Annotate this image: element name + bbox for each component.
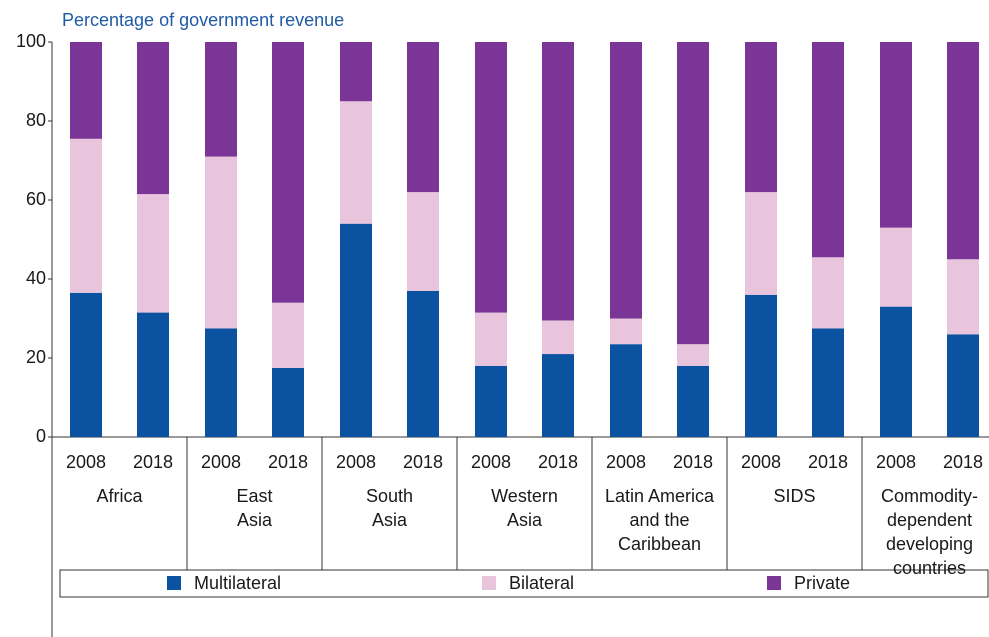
x-tick-label: 2008 (876, 452, 916, 472)
bar-segment (745, 192, 777, 295)
group-label: Latin America (605, 486, 715, 506)
bar-segment (947, 334, 979, 437)
bar-segment (407, 290, 439, 437)
y-tick-label: 20 (26, 347, 46, 367)
bar-segment (407, 192, 439, 291)
legend-swatch (767, 576, 781, 590)
y-tick-label: 0 (36, 426, 46, 446)
bar-segment (677, 365, 709, 437)
y-tick-label: 80 (26, 110, 46, 130)
bar-segment (745, 42, 777, 193)
legend-label: Private (794, 573, 850, 593)
x-tick-label: 2018 (808, 452, 848, 472)
bar-segment (272, 42, 304, 303)
x-tick-label: 2008 (606, 452, 646, 472)
x-tick-label: 2018 (943, 452, 983, 472)
x-tick-label: 2018 (403, 452, 443, 472)
x-tick-label: 2018 (133, 452, 173, 472)
bar-segment (812, 328, 844, 437)
bar-segment (272, 302, 304, 368)
group-label: dependent (887, 510, 972, 530)
bar-segment (475, 365, 507, 437)
x-tick-label: 2008 (741, 452, 781, 472)
chart-title: Percentage of government revenue (62, 10, 344, 30)
bar-segment (475, 312, 507, 366)
bar-segment (677, 344, 709, 366)
bar-segment (205, 42, 237, 157)
group-label: Asia (237, 510, 273, 530)
bar-segment (272, 367, 304, 437)
legend-box (59, 569, 989, 598)
bar-segment (880, 227, 912, 307)
bar-segment (340, 223, 372, 437)
bar-segment (70, 292, 102, 437)
x-tick-label: 2008 (336, 452, 376, 472)
bar-segment (137, 194, 169, 313)
bar-segment (947, 259, 979, 335)
bar-segment (610, 318, 642, 345)
x-tick-label: 2008 (66, 452, 106, 472)
bar-segment (812, 257, 844, 329)
group-label: Asia (372, 510, 408, 530)
group-label: SIDS (773, 486, 815, 506)
group-label: Caribbean (618, 534, 701, 554)
x-tick-label: 2008 (471, 452, 511, 472)
bar-segment (812, 42, 844, 258)
legend-label: Bilateral (509, 573, 574, 593)
group-label: Africa (96, 486, 143, 506)
bar-segment (137, 42, 169, 195)
bar-segment (880, 306, 912, 437)
x-tick-label: 2008 (201, 452, 241, 472)
group-label: South (366, 486, 413, 506)
group-label: East (236, 486, 272, 506)
bar-segment (677, 42, 709, 345)
bar-segment (542, 42, 574, 321)
group-label: developing (886, 534, 973, 554)
legend-swatch (482, 576, 496, 590)
bar-segment (947, 42, 979, 260)
y-tick-label: 40 (26, 268, 46, 288)
group-label: countries (893, 558, 966, 578)
x-tick-label: 2018 (673, 452, 713, 472)
bar-segment (205, 328, 237, 437)
x-tick-label: 2018 (538, 452, 578, 472)
bar-segment (610, 344, 642, 437)
y-tick-label: 60 (26, 189, 46, 209)
group-label: Asia (507, 510, 543, 530)
group-label: Western (491, 486, 558, 506)
group-label: Commodity- (881, 486, 978, 506)
bar-segment (542, 354, 574, 437)
x-tick-label: 2018 (268, 452, 308, 472)
bar-segment (542, 320, 574, 355)
bar-segment (610, 42, 642, 319)
bar-segment (880, 42, 912, 228)
bar-segment (70, 138, 102, 293)
bar-segment (137, 312, 169, 437)
bar-segment (340, 101, 372, 224)
legend-label: Multilateral (194, 573, 281, 593)
group-label: and the (629, 510, 689, 530)
bar-segment (407, 42, 439, 193)
y-tick-label: 100 (16, 31, 46, 51)
bar-segment (745, 294, 777, 437)
bar-segment (340, 42, 372, 102)
bar-segment (475, 42, 507, 313)
bar-segment (205, 156, 237, 329)
bar-segment (70, 42, 102, 139)
legend-swatch (167, 576, 181, 590)
